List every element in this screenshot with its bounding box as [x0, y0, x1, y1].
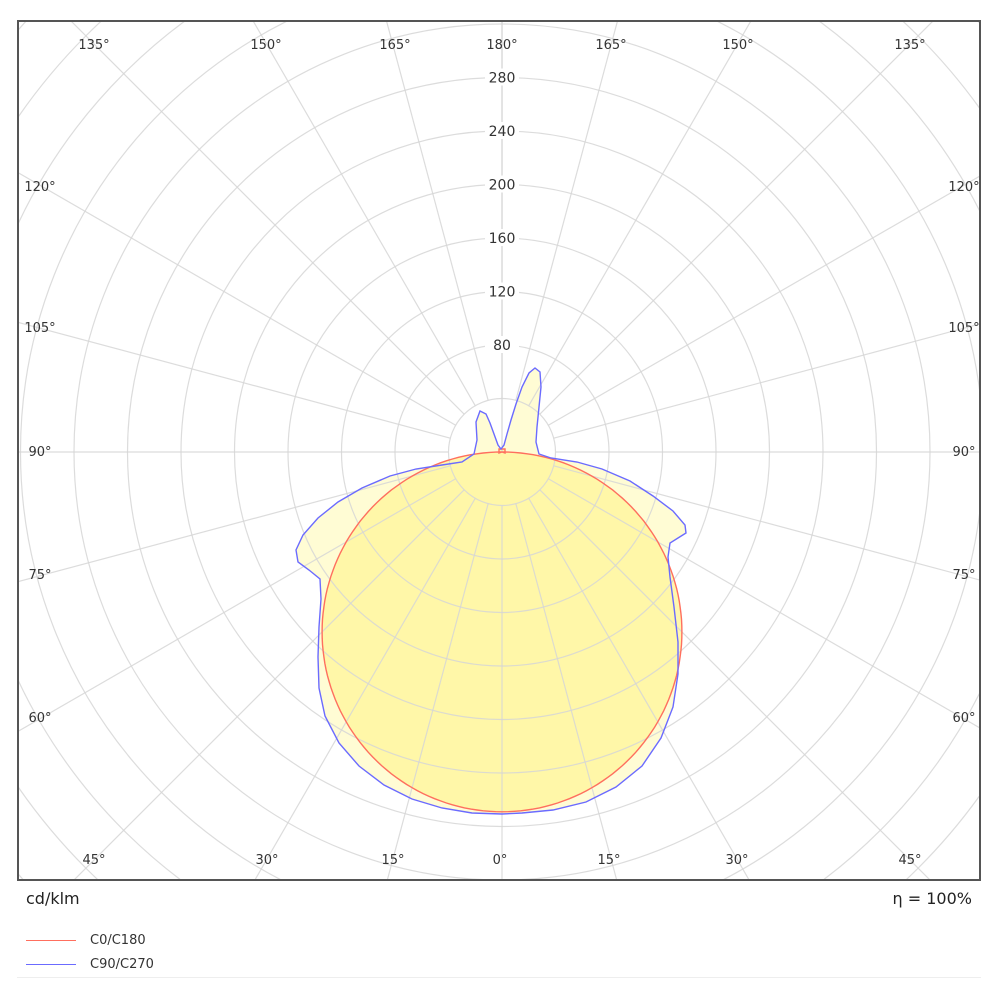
angle-label-bottom: 15°: [597, 853, 620, 868]
radial-tick-label: 80: [493, 338, 511, 354]
grid-spoke: [528, 498, 750, 879]
grid-spoke: [74, 489, 465, 879]
angle-label-left: 75°: [28, 568, 51, 583]
angle-label-bottom: 45°: [898, 853, 921, 868]
radial-tick-label: 280: [489, 71, 516, 87]
grid-spoke: [253, 22, 476, 406]
angle-label-bottom: 15°: [381, 853, 404, 868]
legend-item-c90-c270: C90/C270: [26, 952, 154, 976]
angle-label-bottom: 0°: [493, 853, 508, 868]
legend-item-c0-c180: C0/C180: [26, 928, 154, 952]
radial-tick-label-bg: [485, 175, 519, 193]
polar-chart: 80 120 160 200 240 280 135° 150° 165° 180° 165° 150…: [19, 22, 979, 879]
radial-tick-label-bg: [485, 122, 519, 139]
angle-label-right: 75°: [952, 568, 975, 583]
radial-tick-label-bg: [485, 336, 519, 353]
grid-spoke: [553, 323, 979, 439]
angle-label-bottom: 45°: [82, 853, 105, 868]
radial-tick-label-bg: [485, 229, 519, 246]
grid-spoke: [515, 22, 618, 401]
angle-label-top: 150°: [250, 38, 281, 53]
angle-label-left: 90°: [28, 445, 51, 460]
angle-label-right: 60°: [952, 711, 975, 726]
angle-label-top: 135°: [78, 38, 109, 53]
radial-tick-label: 200: [489, 178, 516, 194]
grid-spoke: [553, 465, 979, 581]
angle-label-bottom: 30°: [255, 853, 278, 868]
efficiency-label: η = 100%: [892, 889, 972, 908]
angle-label-top: 165°: [379, 38, 410, 53]
c0-c180-curve: [321, 448, 683, 813]
radial-tick-label-bg: [485, 282, 519, 300]
radial-tick-label: 240: [489, 124, 516, 140]
legend-swatch-red: [26, 939, 76, 941]
polar-plot-frame: 80 120 160 200 240 280 135° 150° 165° 180° 165° 150…: [17, 20, 981, 881]
radial-tick-label-bg: [485, 68, 519, 86]
angle-label-top: 180°: [486, 38, 517, 53]
legend-label: C0/C180: [90, 932, 146, 948]
c90-c270-curve: [295, 367, 687, 815]
angle-label-top: 165°: [595, 38, 626, 53]
angle-label-top: 135°: [894, 38, 925, 53]
angle-label-right: 90°: [952, 445, 975, 460]
angle-label-bottom: 30°: [725, 853, 748, 868]
angle-label-left: 105°: [24, 321, 55, 336]
legend-swatch-blue: [26, 963, 76, 965]
unit-label: cd/klm: [26, 889, 80, 908]
angle-label-right: 120°: [948, 180, 979, 195]
grid-spoke: [71, 22, 465, 415]
grid-spoke: [386, 503, 489, 879]
grid-spoke: [539, 22, 933, 415]
grid-spoke: [19, 172, 456, 426]
grid-spoke: [19, 465, 451, 583]
angle-label-left: 120°: [24, 180, 55, 195]
angle-label-left: 60°: [28, 711, 51, 726]
radial-tick-label: 160: [489, 231, 516, 247]
grid-spoke: [515, 503, 618, 879]
grid-spoke: [254, 498, 476, 879]
radial-tick-label: 120: [489, 285, 516, 301]
grid-spoke: [548, 175, 979, 426]
grid-spoke: [19, 321, 451, 439]
angle-label-top: 150°: [722, 38, 753, 53]
legend: C0/C180 C90/C270: [26, 928, 154, 976]
footer-divider: [17, 977, 981, 978]
angle-label-right: 105°: [948, 321, 979, 336]
grid-spoke: [539, 489, 930, 879]
grid-spoke: [548, 478, 979, 729]
grid-spoke: [528, 22, 751, 406]
grid-spoke: [19, 478, 456, 732]
legend-label: C90/C270: [90, 956, 154, 972]
grid-spoke: [386, 22, 489, 401]
